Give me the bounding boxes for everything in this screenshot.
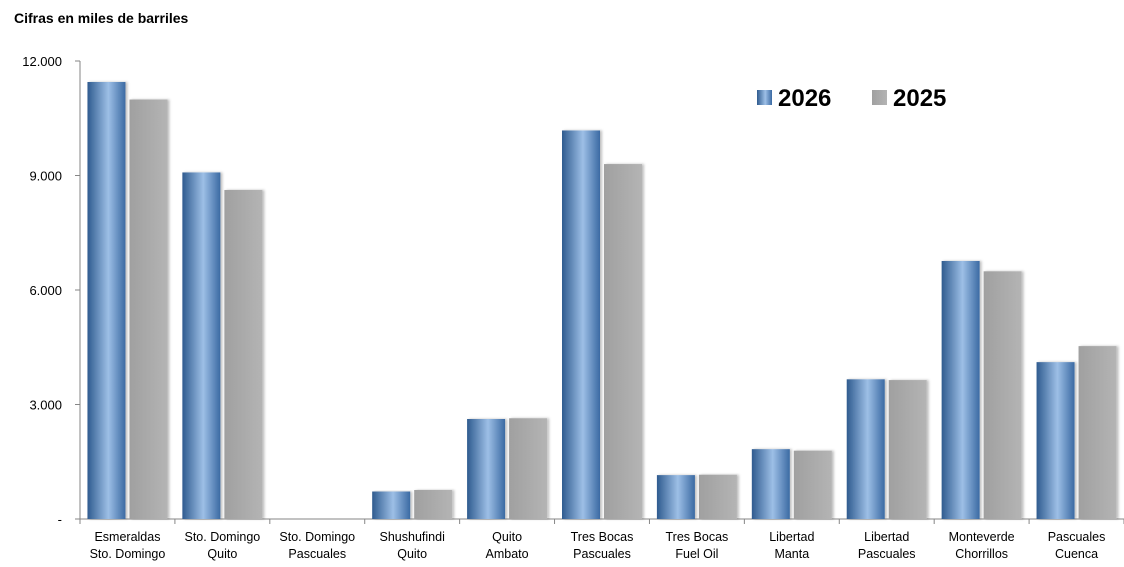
legend-label-2026: 2026 — [778, 85, 831, 112]
legend-label-2025: 2025 — [893, 85, 946, 112]
bar-2026-6 — [656, 475, 695, 519]
bar-2026-3 — [372, 491, 411, 519]
bar-2025-10 — [1078, 346, 1117, 519]
x-tick-label: Libertad Pascuales — [858, 530, 916, 561]
x-tick-label: Pascuales Cuenca — [1048, 530, 1106, 561]
bar-2025-6 — [698, 474, 737, 519]
y-tick-label: 3.000 — [29, 398, 62, 413]
x-tick-label: Libertad Manta — [769, 530, 814, 561]
bar-2025-0 — [129, 99, 168, 519]
bar-2026-4 — [467, 419, 506, 519]
bar-2026-0 — [87, 81, 126, 519]
x-tick-label: Tres Bocas Pascuales — [571, 530, 634, 561]
bar-2026-7 — [751, 449, 790, 519]
bar-2026-1 — [182, 172, 221, 520]
bar-2025-3 — [414, 489, 453, 519]
x-tick-label: Tres Bocas Fuel Oil — [666, 530, 729, 561]
y-tick-label: 6.000 — [29, 283, 62, 298]
y-tick-label: 12.000 — [22, 54, 62, 69]
x-tick-label: Sto. Domingo Pascuales — [279, 530, 355, 561]
bar-2025-5 — [604, 164, 642, 520]
x-tick-label: Esmeraldas Sto. Domingo — [90, 530, 166, 561]
bar-2025-9 — [983, 271, 1022, 519]
bar-2026-5 — [562, 130, 600, 520]
y-tick-label: 9.000 — [29, 169, 62, 184]
bar-2025-8 — [888, 380, 927, 519]
x-tick-label: Sto. Domingo Quito — [184, 530, 260, 561]
legend-swatch-2026 — [757, 90, 772, 105]
y-tick-label: - — [58, 512, 62, 527]
bar-2026-10 — [1036, 362, 1075, 519]
bar-2026-9 — [941, 260, 980, 519]
chart-title: Cifras en miles de barriles — [14, 10, 189, 26]
x-tick-label: Quito Ambato — [486, 530, 529, 561]
x-tick-label: Monteverde Chorrillos — [949, 530, 1015, 561]
x-tick-label: Shushufindi Quito — [380, 530, 445, 561]
bar-2025-1 — [224, 190, 263, 519]
bar-2026-8 — [846, 379, 885, 519]
bar-2025-7 — [793, 450, 832, 519]
bar-2025-4 — [509, 418, 548, 519]
legend-swatch-2025 — [872, 90, 887, 105]
